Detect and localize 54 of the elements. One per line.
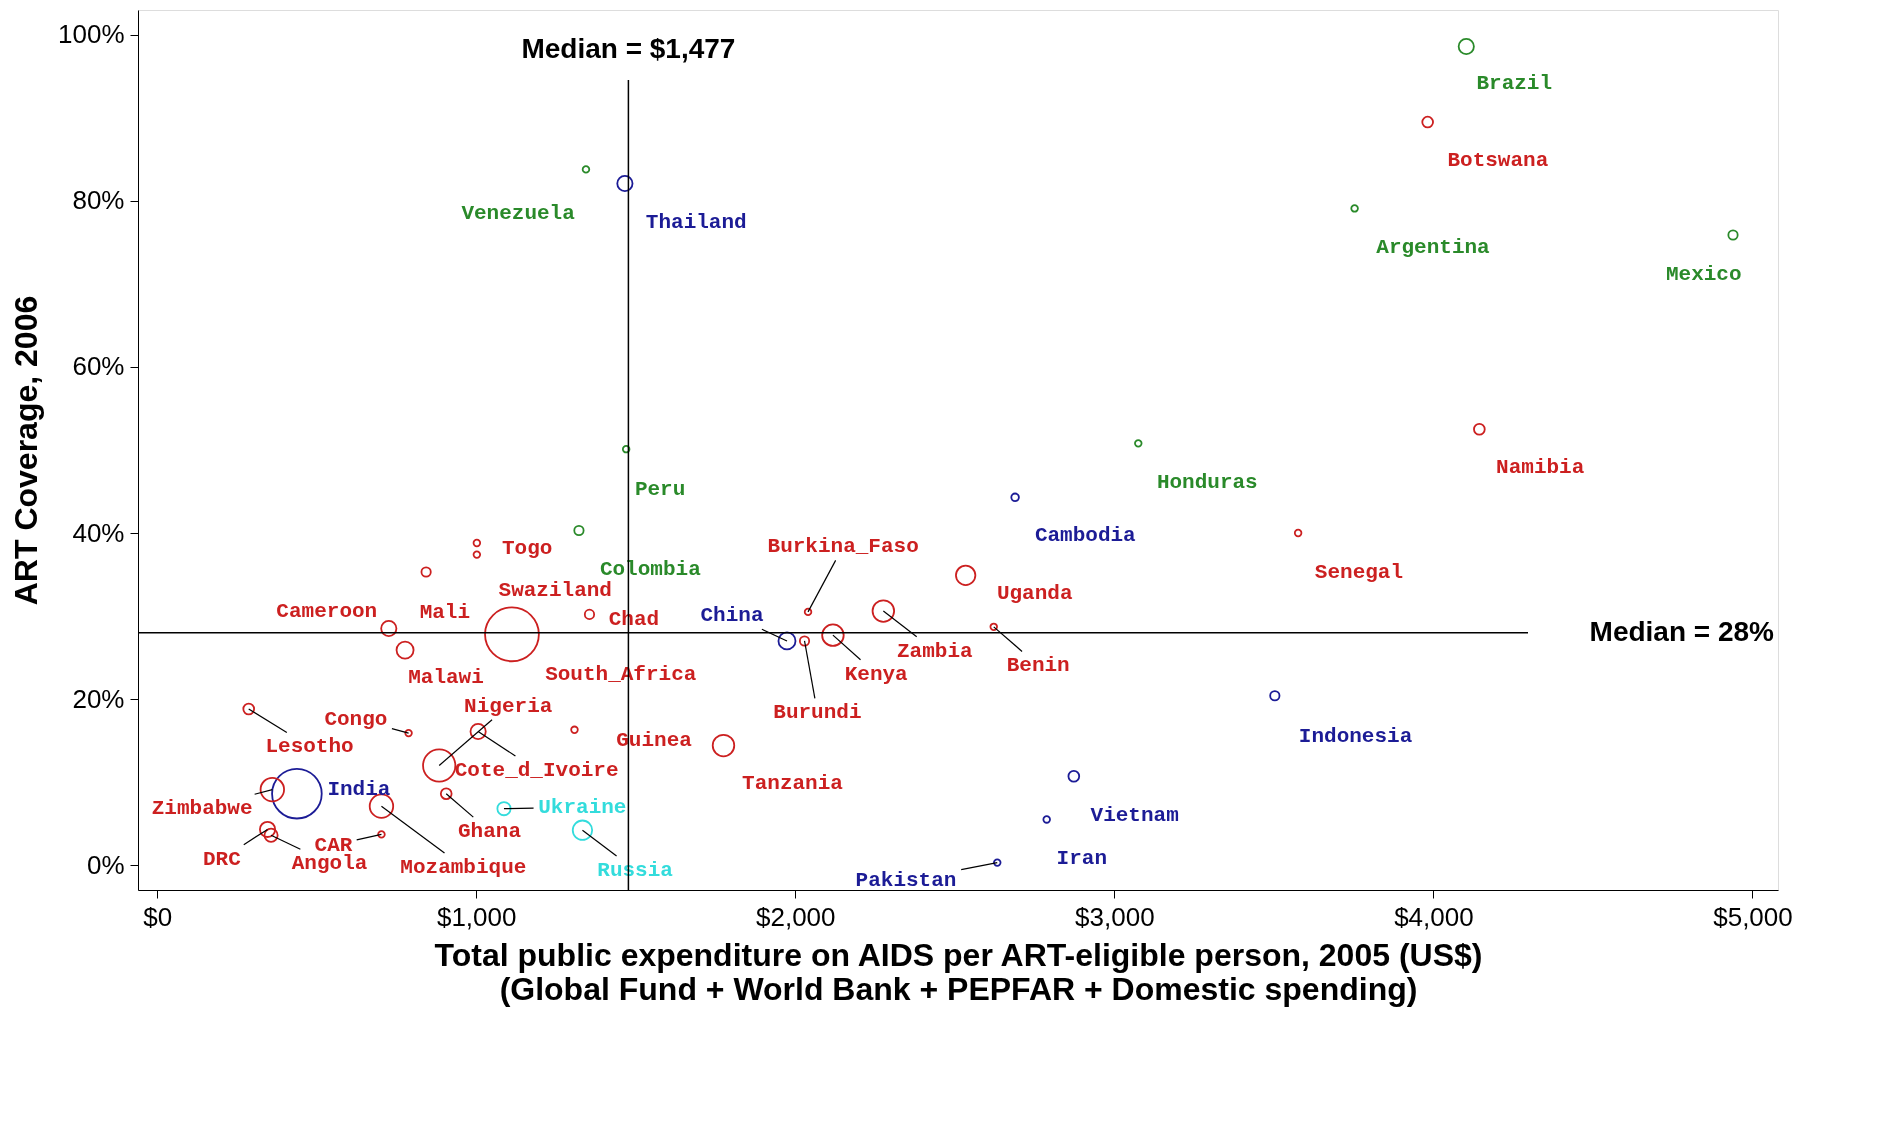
- annotation: Brazil: [1476, 71, 1553, 95]
- annotation: Kenya: [844, 662, 909, 686]
- annotation: Tanzania: [742, 771, 844, 795]
- annotation: Botswana: [1447, 148, 1549, 172]
- annotation: Mexico: [1665, 262, 1742, 286]
- x-tick-label: $1,000: [436, 901, 517, 932]
- x-tick-label: $0: [143, 901, 173, 932]
- annotation: Ukraine: [538, 796, 627, 820]
- annotation: Senegal: [1314, 560, 1404, 584]
- annotation: Pakistan: [855, 869, 957, 893]
- annotation: Uganda: [996, 581, 1073, 605]
- annotation: Vietnam: [1090, 803, 1179, 827]
- annotation: Cameroon: [276, 599, 378, 623]
- annotation: Benin: [1006, 654, 1070, 678]
- x-tick-label: $3,000: [1075, 901, 1155, 932]
- annotation: Mali: [419, 600, 471, 624]
- annotation: Burkina_Faso: [767, 535, 919, 559]
- y-tick-label: 100%: [58, 19, 125, 50]
- y-tick-label: 80%: [72, 185, 125, 216]
- annotation: Cote_d_Ivoire: [454, 759, 619, 783]
- annotation: DRC: [203, 847, 242, 871]
- y-tick-label: 0%: [86, 849, 125, 880]
- annotation: China: [700, 604, 764, 628]
- annotation: Mozambique: [400, 855, 527, 879]
- x-axis-title: Total public expenditure on AIDS per ART-eligible person, 2005 (US$) (Global Fund + World Bank + PEPFAR + Domestic spending): [434, 936, 1483, 1007]
- annotation: Nigeria: [464, 694, 553, 718]
- annotation: Peru: [634, 477, 686, 501]
- annotation: India: [327, 778, 391, 802]
- annotation: Burundi: [773, 701, 862, 725]
- y-axis-title: ART Coverage, 2006: [8, 295, 44, 606]
- annotation: Iran: [1056, 847, 1108, 871]
- annotation: Malawi: [408, 665, 484, 689]
- annotation: Cambodia: [1034, 523, 1137, 547]
- annotation: Swaziland: [498, 578, 612, 602]
- annotation: Togo: [501, 536, 553, 560]
- annotation: Namibia: [1496, 455, 1585, 479]
- annotation: Lesotho: [265, 735, 354, 759]
- annotation: Indonesia: [1298, 724, 1413, 748]
- x-tick-label: $2,000: [756, 901, 836, 932]
- x-tick-label: $5,000: [1713, 901, 1793, 932]
- annotation: Honduras: [1156, 470, 1258, 494]
- ref-line-label: Median = $1,477: [521, 33, 736, 64]
- annotation: Zambia: [897, 639, 974, 663]
- annotation: Venezuela: [461, 201, 576, 225]
- annotation: Thailand: [645, 211, 747, 235]
- annotation: Congo: [324, 708, 388, 732]
- annotation: Zimbabwe: [151, 797, 253, 821]
- x-tick-label: $4,000: [1394, 901, 1474, 932]
- annotation: Argentina: [1376, 236, 1491, 260]
- y-tick-label: 40%: [72, 517, 125, 548]
- y-tick-label: 60%: [72, 351, 125, 382]
- annotation: Ghana: [458, 820, 522, 844]
- ref-line-label: Median = 28%: [1589, 615, 1775, 647]
- y-tick-label: 20%: [72, 683, 125, 714]
